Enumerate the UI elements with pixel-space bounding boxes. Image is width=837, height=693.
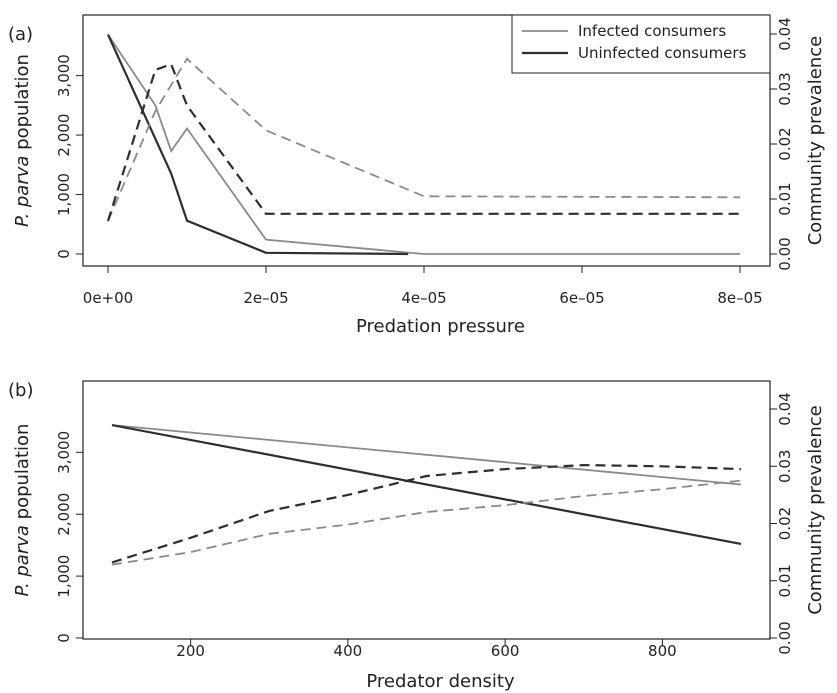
y-axis-title-suffix: population xyxy=(12,424,33,526)
x-axis-title: Predation pressure xyxy=(356,316,525,337)
x-tick-label: 200 xyxy=(176,642,205,660)
panel-label: (b) xyxy=(8,380,33,401)
y2-axis-title: Community prevalence xyxy=(805,405,826,615)
y-tick-label: 3,000 xyxy=(55,54,73,97)
x-tick-label: 400 xyxy=(334,642,363,660)
uninfected-prevalence-line xyxy=(106,62,740,222)
y-axis-left: 0 1,000 2,000 3,000 xyxy=(55,54,83,259)
y2-tick-label: 0.04 xyxy=(776,17,794,50)
uninfected-prevalence-line xyxy=(111,463,742,564)
y-tick-label: 0 xyxy=(55,633,73,643)
y2-tick-label: 0.00 xyxy=(776,621,794,654)
legend-label-uninfected: Uninfected consumers xyxy=(578,44,747,62)
y-tick-label: 1,000 xyxy=(55,555,73,598)
plot-frame xyxy=(82,380,771,640)
y-axis-title-species: P. parva xyxy=(12,156,33,227)
y-axis-title-suffix: population xyxy=(12,54,33,156)
infected-prevalence-line xyxy=(111,479,742,566)
y-tick-label: 3,000 xyxy=(55,431,73,474)
plot-frame xyxy=(82,14,771,267)
y2-tick-label: 0.03 xyxy=(776,450,794,483)
y2-tick-label: 0.02 xyxy=(776,127,794,160)
infected-prevalence-line xyxy=(107,57,741,222)
x-tick-label: 600 xyxy=(491,642,520,660)
y-tick-label: 2,000 xyxy=(55,114,73,157)
y-axis-title: P. parva population xyxy=(12,54,33,227)
y-tick-label: 1,000 xyxy=(55,173,73,216)
y-tick-label: 0 xyxy=(55,249,73,259)
panel-b: (b) 200 400 600 800 Predator density 0 1,000 2,0… xyxy=(8,380,826,692)
series-group xyxy=(106,34,741,256)
series-group xyxy=(111,424,742,566)
y-axis-right: 0.00 0.01 0.02 0.03 0.04 xyxy=(770,392,794,655)
x-axis: 0e+00 2e–05 4e–05 6e–05 8e–05 xyxy=(83,266,763,307)
y-axis-right: 0.00 0.01 0.02 0.03 0.04 xyxy=(770,17,794,271)
y2-tick-label: 0.01 xyxy=(776,564,794,597)
legend-box xyxy=(511,14,771,74)
panel-label: (a) xyxy=(8,24,33,45)
legend: Infected consumers Uninfected consumers xyxy=(511,14,771,74)
x-tick-label: 0e+00 xyxy=(83,289,133,307)
y-axis-left: 0 1,000 2,000 3,000 xyxy=(55,431,83,643)
y-tick-label: 2,000 xyxy=(55,493,73,536)
x-tick-label: 2e–05 xyxy=(243,289,288,307)
uninfected-population-line xyxy=(111,424,742,545)
x-tick-label: 8e–05 xyxy=(717,289,762,307)
infected-population-line xyxy=(111,424,742,486)
x-tick-label: 4e–05 xyxy=(401,289,446,307)
y-axis-title: P. parva population xyxy=(12,424,33,597)
y2-tick-label: 0.03 xyxy=(776,72,794,105)
x-tick-label: 800 xyxy=(648,642,677,660)
uninfected-population-line xyxy=(106,34,409,256)
panel-a: (a) 0e+00 2e–05 4e–05 6e–05 8e–05 Predation pr… xyxy=(8,14,826,337)
y2-tick-label: 0.01 xyxy=(776,182,794,215)
infected-population-line xyxy=(107,34,740,255)
legend-label-infected: Infected consumers xyxy=(578,22,726,40)
y-axis-title-species: P. parva xyxy=(12,525,33,596)
y2-tick-label: 0.04 xyxy=(776,392,794,425)
y2-axis-title: Community prevalence xyxy=(805,36,826,246)
y2-tick-label: 0.02 xyxy=(776,507,794,540)
x-axis: 200 400 600 800 xyxy=(176,639,677,660)
x-tick-label: 6e–05 xyxy=(559,289,604,307)
y2-tick-label: 0.00 xyxy=(776,237,794,270)
x-axis-title: Predator density xyxy=(366,671,515,692)
